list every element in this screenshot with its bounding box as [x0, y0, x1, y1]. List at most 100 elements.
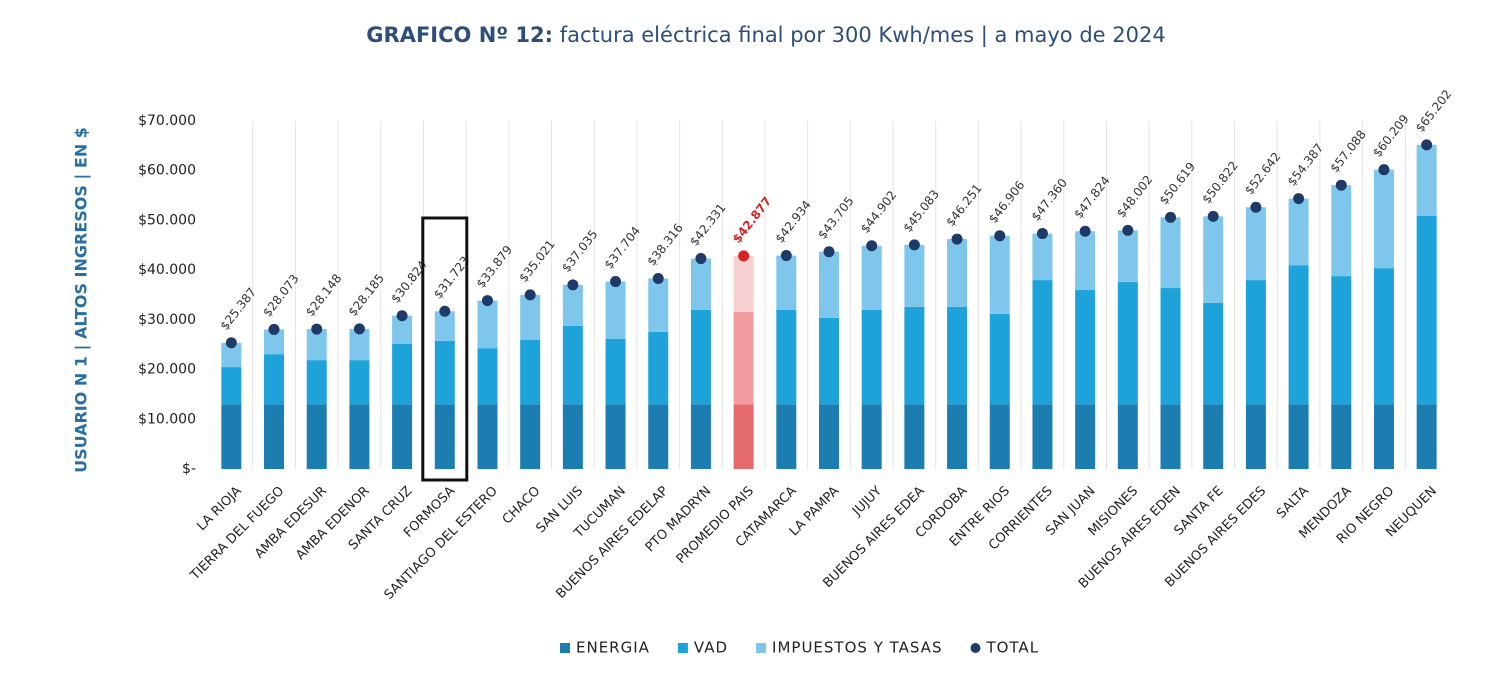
- bar-segment: [520, 294, 541, 340]
- total-dot: [1250, 201, 1262, 213]
- total-dot: [738, 250, 750, 262]
- total-dot: [396, 310, 408, 322]
- legend: ENERGIA VAD IMPUESTOS Y TASAS TOTAL: [560, 639, 1038, 657]
- bar-segment: [605, 281, 626, 339]
- total-dot: [1335, 179, 1347, 191]
- bar-segment: [1373, 404, 1394, 469]
- y-tick-label: $70.000: [138, 113, 196, 129]
- bar-segment: [1416, 215, 1437, 405]
- legend-label: VAD: [694, 639, 728, 657]
- bar-segment: [690, 404, 711, 469]
- bar-segment: [1245, 404, 1266, 469]
- bar-segment: [221, 342, 242, 368]
- bar-segment: [989, 404, 1010, 469]
- bar-segment: [1032, 233, 1053, 281]
- bar-segment: [904, 306, 925, 405]
- bar-segment: [562, 404, 583, 469]
- total-dot: [524, 289, 536, 301]
- bar-segment: [1160, 217, 1181, 289]
- bar-segment: [1032, 404, 1053, 469]
- bar-segment: [562, 325, 583, 405]
- total-dot: [1207, 210, 1219, 222]
- bar-segment: [1416, 144, 1437, 216]
- bar-segment: [306, 404, 327, 469]
- bar-segment: [1288, 404, 1309, 469]
- bar-segment: [306, 329, 327, 361]
- bar-segment: [648, 331, 669, 405]
- bar-segment: [1117, 282, 1138, 405]
- total-dot: [439, 305, 451, 317]
- total-dot: [481, 295, 493, 307]
- legend-label: IMPUESTOS Y TASAS: [772, 639, 942, 657]
- bar-segment: [1075, 290, 1096, 405]
- total-dot: [610, 276, 622, 288]
- total-dot: [1079, 225, 1091, 237]
- bar-segment: [392, 343, 413, 405]
- bar-segment: [1245, 207, 1266, 281]
- total-dot: [695, 253, 707, 265]
- y-axis-label: USUARIO N 1 | ALTOS INGRESOS | EN $: [72, 127, 92, 473]
- total-dot: [652, 273, 664, 285]
- bar-segment: [477, 404, 498, 469]
- bar-segment: [306, 360, 327, 405]
- bar-segment: [1288, 198, 1309, 266]
- bar-segment: [776, 309, 797, 405]
- bar-segment: [947, 239, 968, 307]
- bar-segment: [392, 315, 413, 344]
- total-dot: [1122, 224, 1134, 236]
- bar-segment: [819, 317, 839, 405]
- y-tick-label: $40.000: [138, 262, 196, 278]
- bar-segment: [947, 404, 968, 469]
- bar-segment: [349, 360, 370, 405]
- bar-segment: [392, 404, 413, 469]
- total-dot: [567, 279, 579, 291]
- total-dot: [1036, 228, 1048, 240]
- total-dot: [994, 230, 1006, 242]
- legend-marker: [756, 643, 767, 653]
- bar-segment: [1075, 231, 1096, 291]
- total-dot: [908, 239, 920, 251]
- bar-segment: [1203, 216, 1224, 303]
- bar-segment: [1331, 276, 1352, 405]
- bar-segment: [605, 338, 626, 405]
- bar-segment: [690, 258, 711, 310]
- bar-segment: [861, 245, 882, 310]
- total-dot: [823, 246, 835, 258]
- y-tick-label: $20.000: [138, 362, 196, 378]
- bar-segment: [605, 404, 626, 469]
- bar-segment: [349, 404, 370, 469]
- chart-title: GRAFICO Nº 12: factura eléctrica final p…: [366, 23, 1165, 48]
- y-tick-label: $50.000: [138, 212, 196, 228]
- bar-segment: [690, 309, 711, 405]
- bar-segment: [1203, 302, 1224, 405]
- bar-segment: [1160, 404, 1181, 469]
- bar-segment: [434, 340, 455, 405]
- bar-segment: [1331, 404, 1352, 469]
- y-tick-label: $10.000: [138, 411, 196, 427]
- legend-marker: [560, 643, 570, 653]
- bar-segment: [1075, 404, 1096, 469]
- bar-segment: [776, 255, 797, 310]
- bar-segment: [434, 404, 455, 469]
- bar-segment: [1288, 265, 1309, 405]
- highlight-box: [421, 216, 469, 482]
- bar-segment: [904, 244, 925, 307]
- y-tick-label: $30.000: [138, 312, 196, 328]
- total-dot: [866, 240, 878, 252]
- bar-segment: [1245, 280, 1266, 405]
- bar-segment: [1416, 404, 1437, 469]
- bar-segment: [434, 311, 455, 341]
- total-dot: [225, 337, 237, 349]
- legend-marker: [677, 643, 688, 653]
- bar-segment: [733, 255, 754, 312]
- bar-segment: [904, 404, 925, 469]
- bar-segment: [264, 354, 285, 405]
- total-dot: [1378, 164, 1390, 176]
- bar-segment: [733, 311, 754, 405]
- title-bold: GRAFICO Nº 12:: [366, 23, 553, 47]
- bar-segment: [989, 313, 1010, 405]
- total-dot: [311, 323, 323, 335]
- bar-segment: [776, 404, 797, 469]
- bar-segment: [1117, 404, 1138, 469]
